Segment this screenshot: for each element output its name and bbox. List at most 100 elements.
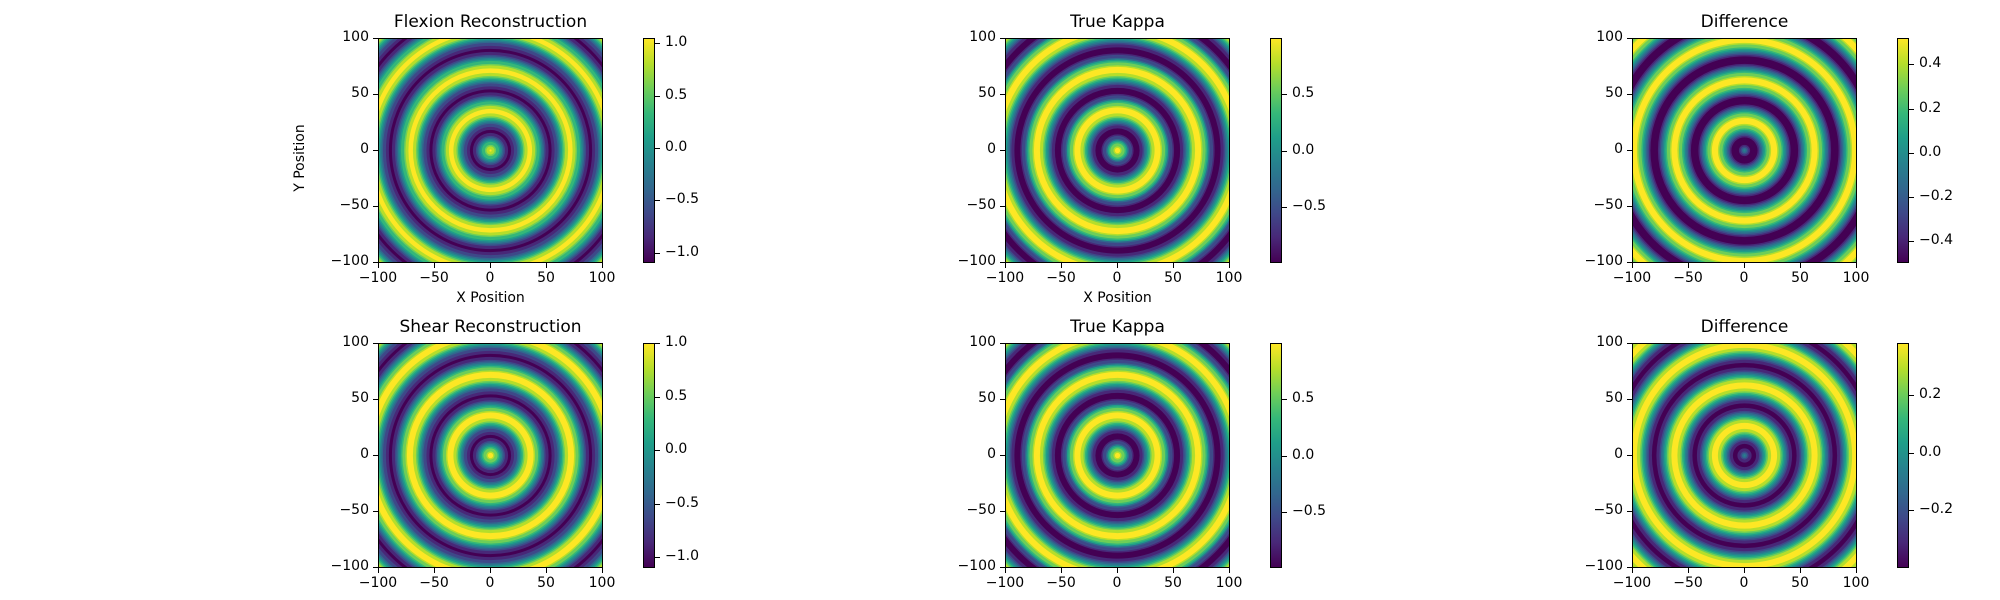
y-tick [373,262,378,263]
heatmap-panel: Shear Reconstruction −100 −50 0 50 100 100 50 0 −… [331,317,616,591]
x-tick [1229,263,1230,268]
y-tick [1000,262,1005,263]
x-tick [1005,568,1006,573]
x-tick-label: 100 [588,575,616,591]
colorbar-gradient [1270,343,1282,568]
y-tick-label: −50 [1593,197,1623,213]
y-tick-label: −50 [966,502,996,518]
x-tick-label: −100 [1612,270,1652,286]
colorbar-tick [1282,511,1287,513]
x-tick-label: 50 [1164,270,1182,286]
axes-frame [378,38,603,263]
y-tick [1627,343,1632,344]
y-tick-label: 50 [1605,85,1623,101]
chart-title: True Kappa [1070,317,1165,337]
chart-title: True Kappa [1070,12,1165,32]
colorbar-tick-label: 0.0 [665,441,688,458]
x-tick-label: −50 [419,270,449,286]
colorbar-tick [655,343,660,344]
colorbar: 0.2 0.0 −0.2 [1897,343,1953,568]
colorbar: 1.0 0.5 0.0 −0.5 −1.0 [643,334,699,568]
colorbar-gradient [643,343,655,568]
y-tick [1000,399,1005,400]
colorbar-tick-label: −0.4 [1919,231,1953,248]
x-tick [1117,568,1118,573]
x-tick-label: 0 [1112,270,1122,286]
y-tick-label: −100 [330,558,369,574]
chart-title: Difference [1700,12,1789,32]
heatmap-panel: True Kappa −100 −50 0 50 100 100 50 0 −50 −100 [958,317,1243,591]
y-tick-label: 0 [360,446,369,462]
colorbar-tick-label: 0.0 [1919,143,1942,160]
axes-frame [1005,343,1230,568]
y-tick-label: 0 [987,141,996,157]
colorbar-tick [1909,64,1914,66]
y-tick [1627,567,1632,568]
heatmap-ring [1743,149,1746,152]
x-tick-label: 50 [537,270,555,286]
colorbar-tick [1282,455,1287,457]
x-tick-label: −50 [419,575,449,591]
x-tick-label: −100 [358,270,398,286]
x-tick-label: −100 [985,270,1025,286]
heatmap-panel: Difference −100 −50 0 50 100 100 50 0 −50 −100 [1585,12,1870,286]
heatmap-image [1005,343,1230,568]
x-tick [602,263,603,268]
x-tick [546,263,547,268]
x-tick [602,568,603,573]
heatmap-ring [1743,454,1746,457]
y-tick-label: 100 [342,334,369,350]
y-tick [373,455,378,456]
x-tick [490,568,491,573]
y-tick [1627,262,1632,263]
x-tick-label: 100 [1215,270,1243,286]
y-tick [1000,455,1005,456]
colorbar: 1.0 0.5 0.0 −0.5 −1.0 [643,34,699,263]
y-tick-label: −50 [966,197,996,213]
x-tick [434,568,435,573]
x-tick [1632,263,1633,268]
heatmap-image [378,343,603,568]
colorbar-tick-label: 1.0 [665,34,688,51]
colorbar-tick [655,450,660,452]
axes-frame [378,343,603,568]
colorbar-tick [1909,196,1914,198]
colorbar-tick [655,557,660,559]
colorbar-gradient [1270,38,1282,263]
x-tick-label: 100 [1215,575,1243,591]
colorbar-tick-label: 0.5 [1292,85,1315,102]
x-tick [1229,568,1230,573]
colorbar-tick [1282,94,1287,96]
x-tick-label: 0 [1739,575,1749,591]
y-tick-label: 100 [969,334,996,350]
colorbar-tick [1909,108,1914,110]
x-tick-label: 0 [485,270,495,286]
colorbar-gradient [643,38,655,263]
colorbar-tick [655,147,660,149]
x-axis-label: X Position [1083,290,1152,306]
y-tick-label: 0 [1614,446,1623,462]
colorbar-tick-label: −1.0 [665,548,699,565]
colorbar-tick [655,43,660,45]
x-tick-label: −100 [358,575,398,591]
y-tick [1627,455,1632,456]
colorbar-tick-label: 0.0 [1292,141,1315,158]
colorbar-tick-label: −0.5 [1292,197,1326,214]
y-tick-label: −50 [339,502,369,518]
y-tick [1000,150,1005,151]
y-tick-label: 50 [1605,390,1623,406]
x-tick [1856,263,1857,268]
x-tick-label: −50 [1046,575,1076,591]
y-tick-label: 50 [978,85,996,101]
colorbar-tick-label: −0.2 [1919,187,1953,204]
colorbar: 0.4 0.2 0.0 −0.2 −0.4 [1897,38,1953,263]
colorbar-tick [655,252,660,254]
y-tick-label: 100 [1596,29,1623,45]
y-tick-label: −100 [330,253,369,269]
axes-frame [1632,38,1857,263]
x-tick [1856,568,1857,573]
heatmap-image [1005,38,1230,263]
heatmap-ring [489,454,492,457]
colorbar-tick-label: 0.2 [1919,99,1942,116]
